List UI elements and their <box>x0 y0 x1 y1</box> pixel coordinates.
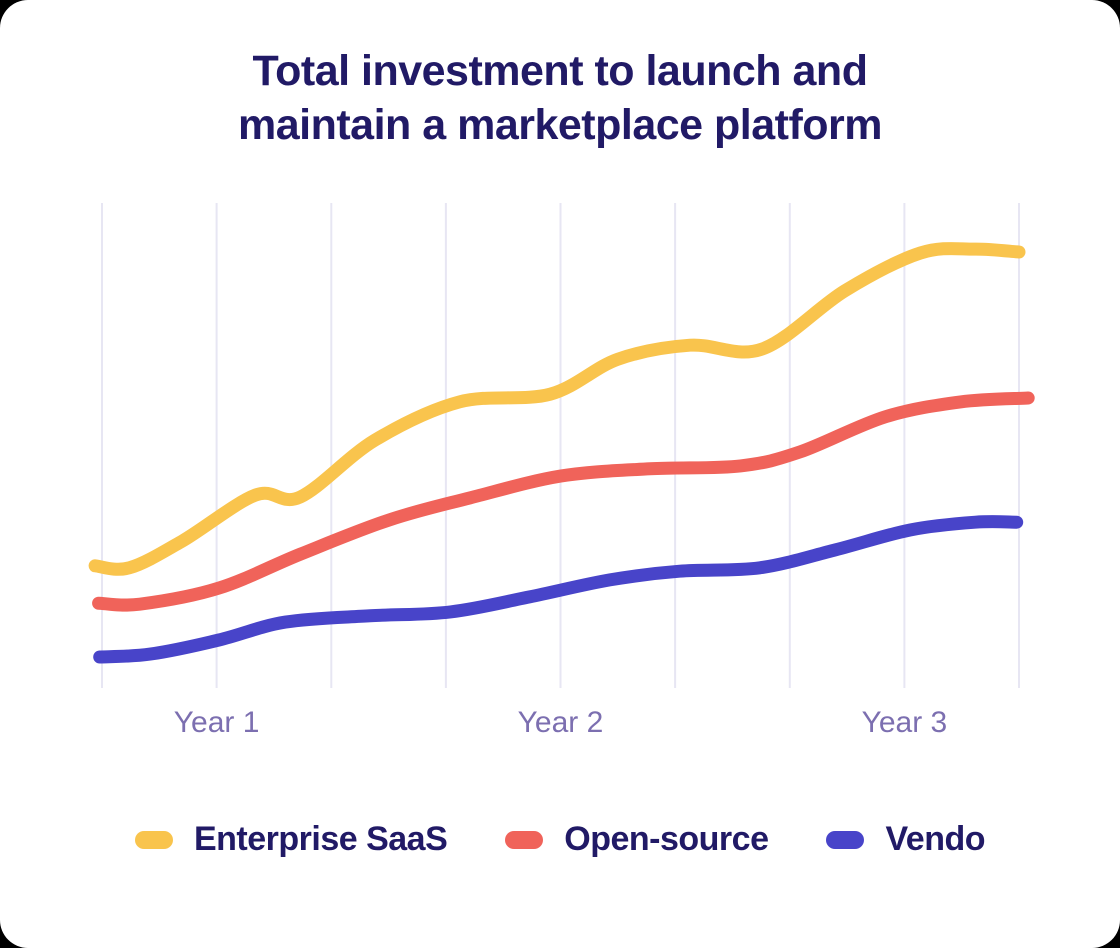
legend-swatch-enterprise-saas-icon <box>134 830 173 849</box>
series-group <box>88 242 1035 664</box>
chart-title: Total investment to launch and maintain … <box>237 47 883 150</box>
legend-item-vendo: Vendo <box>826 820 986 859</box>
series-line-vendo <box>93 515 1024 664</box>
legend-label-vendo: Vendo <box>885 820 986 858</box>
legend-label-enterprise-saas: Enterprise SaaS <box>193 820 448 858</box>
legend-item-enterprise-saas: Enterprise SaaS <box>134 820 448 859</box>
series-line-open-source <box>92 391 1035 612</box>
legend-swatch-vendo-icon <box>826 830 865 849</box>
x-axis-label: Year 1 <box>174 706 260 739</box>
legend-item-open-source: Open-source <box>505 820 769 859</box>
x-axis-label: Year 2 <box>518 706 604 739</box>
chart-legend: Enterprise SaaS Open-source Vendo <box>0 820 1120 859</box>
legend-label-open-source: Open-source <box>564 820 769 858</box>
x-axis-label: Year 3 <box>862 706 948 739</box>
legend-swatch-open-source-icon <box>505 830 544 849</box>
x-axis-labels-group: Year 1 Year 2 Year 3 <box>174 706 947 739</box>
series-line-enterprise-saas <box>88 242 1026 576</box>
